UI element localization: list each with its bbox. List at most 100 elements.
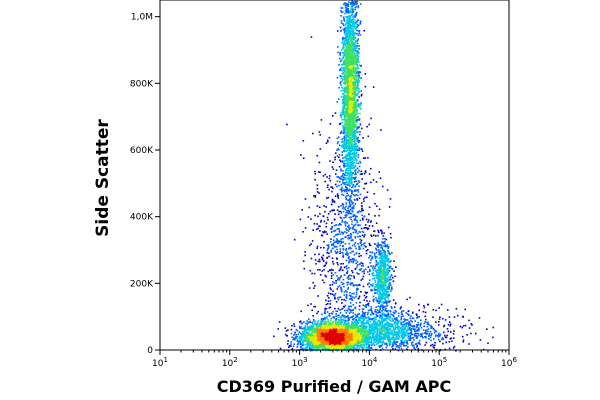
- event-dot: [341, 178, 343, 180]
- event-dot: [336, 310, 338, 312]
- event-dot: [295, 333, 297, 336]
- event-dot: [357, 336, 360, 339]
- event-dot: [311, 344, 313, 347]
- event-dot: [343, 127, 346, 129]
- event-dot: [346, 19, 348, 21]
- event-dot: [350, 2, 352, 4]
- event-dot: [317, 336, 320, 339]
- event-dot: [349, 40, 351, 43]
- event-dot: [300, 326, 302, 328]
- event-dot: [357, 74, 360, 76]
- event-dot: [346, 81, 349, 84]
- event-dot: [358, 149, 360, 151]
- event-dot: [346, 187, 348, 189]
- event-dot: [288, 345, 291, 347]
- event-dot: [305, 322, 307, 325]
- event-dot: [355, 126, 357, 128]
- event-dot: [347, 118, 349, 120]
- event-dot: [320, 328, 322, 331]
- event-dot: [353, 181, 356, 183]
- event-dot: [310, 325, 312, 327]
- event-dot: [306, 323, 308, 326]
- event-dot: [346, 55, 348, 57]
- event-dot: [317, 320, 320, 322]
- event-dot: [353, 346, 356, 349]
- event-dot: [318, 328, 321, 331]
- event-dot: [340, 176, 343, 178]
- event-dot: [339, 329, 342, 332]
- event-dot: [348, 189, 350, 192]
- event-dot: [351, 342, 354, 345]
- event-dot: [349, 185, 351, 187]
- event-dot: [306, 339, 308, 341]
- event-dot: [293, 325, 296, 327]
- event-dot: [346, 349, 348, 352]
- event-dot: [336, 334, 338, 337]
- event-dot: [362, 334, 364, 336]
- event-dot: [342, 62, 345, 64]
- event-dot: [304, 348, 306, 350]
- event-dot: [353, 100, 356, 102]
- event-dot: [355, 20, 357, 23]
- event-dot: [347, 153, 349, 155]
- event-dot: [328, 343, 331, 346]
- event-dot: [302, 343, 305, 346]
- event-dot: [299, 341, 302, 344]
- event-dot: [319, 322, 321, 325]
- event-dot: [352, 61, 354, 63]
- event-dot: [315, 347, 317, 349]
- event-dot: [350, 212, 353, 215]
- event-dot: [303, 333, 306, 335]
- event-dot: [344, 335, 347, 337]
- event-dot: [301, 336, 304, 338]
- event-dot: [351, 62, 353, 65]
- event-dot: [358, 169, 360, 172]
- event-dot: [312, 338, 315, 340]
- event-dot: [352, 106, 354, 109]
- event-dot: [323, 348, 325, 350]
- event-dot: [353, 102, 356, 104]
- event-dot: [331, 338, 333, 341]
- event-dot: [277, 328, 279, 330]
- event-dot: [357, 156, 360, 159]
- event-dot: [340, 116, 342, 119]
- event-dot: [329, 345, 331, 348]
- event-dot: [339, 333, 342, 335]
- event-dot: [335, 348, 337, 351]
- event-dot: [332, 342, 334, 345]
- event-dot: [351, 46, 354, 48]
- event-dot: [341, 75, 343, 78]
- event-dot: [341, 121, 344, 124]
- event-dot: [342, 23, 344, 25]
- event-dot: [356, 75, 358, 77]
- event-dot: [342, 110, 344, 113]
- event-dot: [310, 328, 313, 331]
- event-dot: [304, 328, 307, 330]
- event-dot: [358, 75, 360, 77]
- event-dot: [347, 230, 350, 232]
- event-dot: [325, 343, 328, 346]
- event-dot: [299, 321, 301, 323]
- event-dot: [348, 182, 350, 184]
- event-dot: [339, 57, 341, 60]
- event-dot: [347, 52, 349, 54]
- event-dot: [358, 118, 361, 120]
- event-dot: [367, 342, 369, 345]
- event-dot: [355, 78, 358, 81]
- event-dot: [351, 164, 354, 166]
- event-dot: [319, 334, 322, 336]
- event-dot: [306, 344, 308, 346]
- event-dot: [311, 334, 314, 337]
- event-dot: [348, 106, 350, 109]
- event-dot: [348, 47, 351, 49]
- event-dot: [351, 183, 353, 185]
- event-dot: [343, 3, 345, 5]
- event-dot: [340, 77, 343, 79]
- event-dot: [352, 146, 354, 148]
- event-dot: [346, 188, 349, 191]
- event-dot: [340, 95, 343, 98]
- event-dot: [302, 344, 304, 347]
- event-dot: [349, 155, 351, 157]
- event-dot: [356, 39, 359, 42]
- event-dot: [342, 96, 345, 99]
